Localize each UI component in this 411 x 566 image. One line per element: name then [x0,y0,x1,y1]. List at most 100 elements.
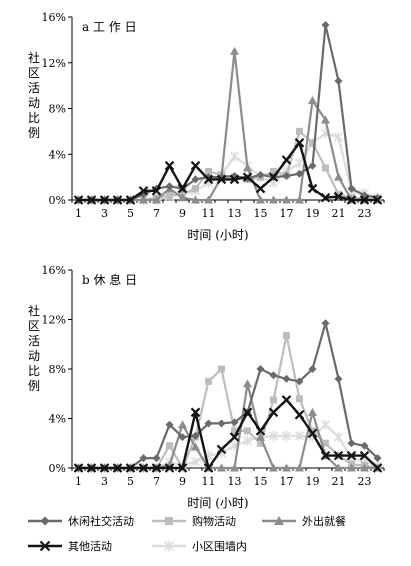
y-tick-label: 4% [49,148,66,161]
data-point [296,395,303,403]
x-axis-title: 时间 (小时) [187,228,248,242]
panel-a: 0%4%8%12%16%1 3 5 7 9 11 13 15 17 19 21 23a 工 作 日时间… [28,11,385,242]
data-point [360,463,369,472]
y-tick-label: 12% [42,314,66,327]
x-tick-label: 1 [75,207,82,220]
data-point [359,195,370,205]
data-point [334,172,343,181]
y-axis-title: 社区活动比例 [28,303,40,393]
data-point [307,428,318,439]
data-point [347,463,356,472]
data-point [283,332,290,340]
data-point [320,450,331,461]
data-point [86,463,97,473]
data-point [322,439,329,447]
data-point [229,151,240,162]
data-point [256,195,265,204]
x-tick-label: 7 [153,207,160,220]
data-point [333,450,344,461]
data-point [372,195,383,205]
data-point [333,132,344,143]
x-tick-label: 7 [153,475,160,488]
data-point [177,463,188,473]
data-point [334,77,343,86]
data-point [99,195,110,205]
data-point [282,171,291,180]
data-point [282,374,291,383]
data-point [270,396,277,404]
data-point [294,410,305,420]
data-point [256,432,265,441]
data-point [321,21,330,30]
data-point [177,183,188,194]
legend-marker [39,540,51,552]
panel-title: a 工 作 日 [82,20,137,34]
y-tick-label: 8% [49,103,66,116]
data-point [269,371,278,380]
data-point [269,463,278,472]
data-point [166,442,173,450]
data-point [139,454,148,463]
data-point [281,395,292,405]
data-point [335,190,342,198]
y-tick-label: 0% [49,462,66,475]
data-point [308,365,317,373]
data-point [268,172,279,182]
data-point [164,463,175,473]
series-x [73,395,383,473]
series-line [78,50,378,202]
x-tick-label: 5 [127,475,134,488]
data-point [268,430,279,441]
data-point [307,183,318,194]
data-point [152,454,161,463]
x-tick-label: 17 [280,207,294,220]
data-point [230,46,239,55]
legend-item: 购物活动 [152,514,236,528]
data-point [294,430,305,441]
data-point [191,442,200,451]
data-point [347,439,356,448]
x-tick-label: 11 [202,475,216,488]
series-line [78,141,378,202]
data-point [229,432,240,442]
data-point [190,160,201,171]
data-point [270,167,277,175]
data-point [138,463,149,473]
data-point [295,463,304,472]
series-x [73,138,383,205]
data-point [243,379,252,388]
data-point [190,407,201,418]
data-point [308,407,317,416]
data-point [320,419,331,430]
legend-item: 小区围墙内 [152,539,247,553]
x-tick-label: 23 [358,475,372,488]
data-point [191,175,200,184]
x-tick-label: 23 [358,207,372,220]
data-point [203,174,214,185]
x-tick-label: 15 [254,207,268,220]
data-point [204,419,213,428]
legend-label: 休闲社交活动 [68,514,134,528]
data-point [230,418,239,427]
legend-item: 外出就餐 [262,514,346,528]
x-tick-label: 15 [254,475,268,488]
data-point [191,195,200,204]
data-point [360,441,369,450]
legend-label: 小区围墙内 [192,539,247,553]
data-point [281,155,292,165]
x-tick-label: 3 [101,207,108,220]
data-point [204,195,213,204]
data-point [190,456,201,467]
data-point [242,172,253,182]
series-line [78,398,379,470]
data-point [308,161,317,170]
x-tick-label: 11 [202,207,216,220]
data-point [165,182,174,191]
data-point [294,158,305,169]
legend-marker [274,516,284,525]
data-point [178,420,187,429]
data-point [230,463,239,472]
data-point [347,184,356,193]
data-point [322,164,329,172]
